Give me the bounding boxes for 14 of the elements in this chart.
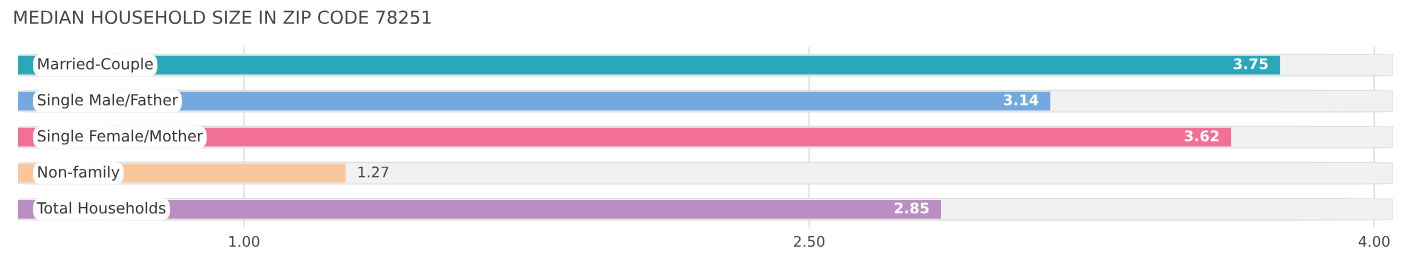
data-label: 3.14 bbox=[1003, 94, 1039, 106]
data-label: 3.62 bbox=[1184, 130, 1219, 142]
data-label: 2.85 bbox=[894, 202, 929, 214]
x-tick-label: 2.50 bbox=[793, 235, 825, 247]
data-label: 3.75 bbox=[1233, 58, 1268, 70]
x-tick-label: 1.00 bbox=[229, 235, 260, 247]
y-tick-label: Single Female/Mother bbox=[37, 129, 203, 145]
y-tick-label: Single Male/Father bbox=[37, 93, 179, 109]
data-label: 1.27 bbox=[358, 166, 389, 178]
y-tick-label: Total Households bbox=[36, 201, 166, 214]
y-tick-label: Non-family bbox=[38, 165, 120, 181]
x-tick-label: 4.00 bbox=[1358, 235, 1390, 247]
chart-title: MEDIAN HOUSEHOLD SIZE IN ZIP CODE 78251 bbox=[14, 10, 431, 25]
y-tick-label: Married-Couple bbox=[38, 57, 153, 73]
